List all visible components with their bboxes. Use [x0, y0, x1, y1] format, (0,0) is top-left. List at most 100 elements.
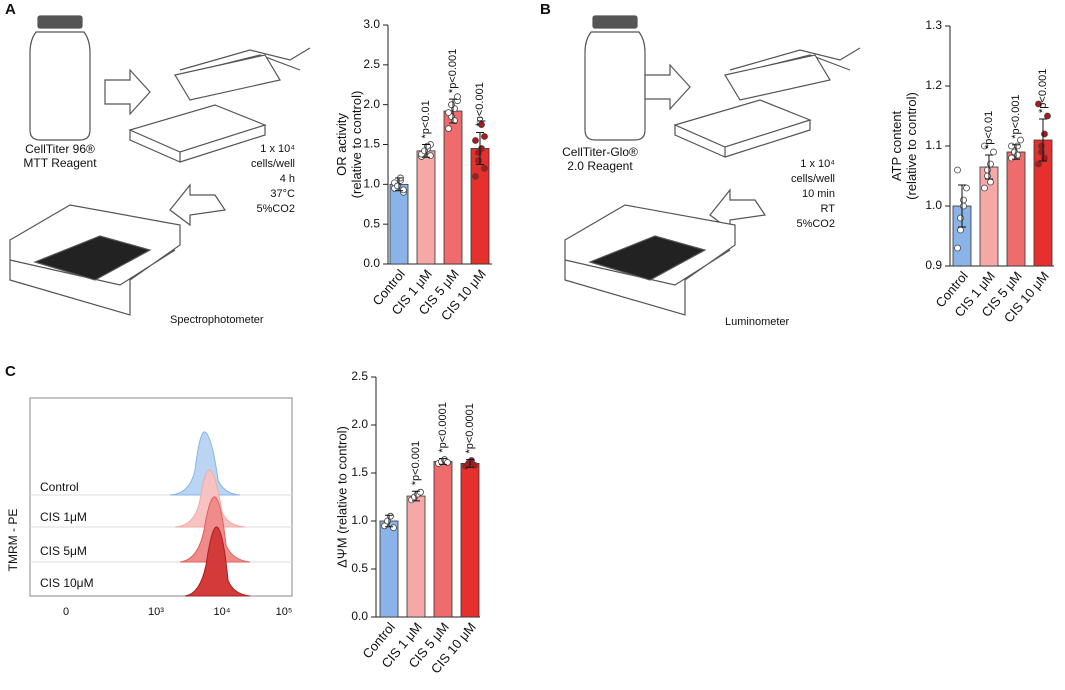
data-point — [481, 133, 488, 140]
y-tick-label: 0.0 — [351, 609, 368, 623]
data-point — [987, 160, 994, 168]
data-point — [1035, 160, 1042, 168]
data-point — [472, 172, 479, 180]
arrow — [644, 63, 691, 111]
condition: 5%CO2 — [256, 203, 295, 215]
diagram-b-text: CellTiter-Glo® 2.0 Reagent 1 x 10⁴ cells… — [562, 145, 835, 328]
data-point — [394, 182, 401, 190]
y-tick-label: 2.0 — [363, 97, 380, 111]
panel-labels: A B C — [5, 1, 551, 380]
condition: RT — [821, 203, 836, 215]
bottle-cap — [37, 15, 83, 29]
y-label: TMRM - PE — [6, 509, 20, 572]
data-point — [1014, 151, 1021, 159]
condition: 5%CO2 — [796, 218, 835, 230]
panel-label: C — [5, 363, 16, 380]
y-label: ATP content — [889, 110, 904, 181]
data-point — [1038, 142, 1045, 150]
annotation: *p<0.001 — [1037, 69, 1049, 113]
x-tick-label: 0 — [63, 606, 69, 618]
y-tick-label: 2.5 — [351, 369, 368, 383]
y-label: OR activity — [334, 113, 349, 176]
row-label: Control — [40, 480, 79, 494]
data-point — [984, 166, 991, 174]
data-point — [1008, 142, 1015, 150]
data-point — [454, 93, 461, 101]
annotation: *p<0.0001 — [437, 402, 449, 452]
y-tick-label: 1.0 — [363, 177, 380, 191]
instrument-label: Spectrophotometer — [170, 314, 264, 326]
condition: cells/well — [251, 158, 295, 170]
y-tick-label: 0.5 — [351, 561, 368, 575]
data-point — [957, 226, 964, 234]
arrow — [104, 68, 151, 116]
row-label: CIS 10μM — [40, 576, 94, 590]
bar — [1006, 151, 1026, 267]
bar — [379, 520, 399, 618]
data-point — [984, 172, 991, 180]
annotation: *p<0.01 — [983, 111, 995, 149]
ridge — [169, 431, 241, 496]
y-tick-label: 1.3 — [925, 18, 942, 32]
annotation: *p<0.001 — [474, 82, 486, 126]
y-label: ΔΨM (relative to control) — [334, 426, 349, 568]
x-tick-label: 10³ — [148, 606, 164, 618]
bar — [389, 183, 409, 265]
spectrophotometer — [9, 204, 181, 316]
instrument-label: Luminometer — [725, 316, 790, 328]
data-point — [1008, 154, 1015, 162]
y-label: (relative to control) — [349, 91, 364, 199]
luminometer — [564, 204, 736, 316]
data-point — [990, 148, 997, 156]
plate — [673, 99, 812, 158]
y-tick-label: 1.5 — [351, 465, 368, 479]
y-tick-label: 2.0 — [351, 417, 368, 431]
data-point — [981, 142, 988, 150]
frame — [29, 397, 293, 597]
data-point — [417, 488, 424, 496]
y-tick-label: 1.0 — [925, 198, 942, 212]
reagent-label: CellTiter-Glo® — [562, 145, 638, 159]
x-tick-label: 10⁴ — [214, 606, 231, 618]
reagent-label: 2.0 Reagent — [567, 159, 633, 173]
ridge — [174, 469, 246, 528]
y-tick-label: 2.5 — [363, 57, 380, 71]
data-point — [445, 125, 452, 132]
plate — [128, 104, 267, 163]
data-point — [475, 149, 482, 156]
data-point — [478, 121, 485, 128]
bottle — [584, 31, 646, 141]
data-point — [960, 202, 967, 210]
data-point — [400, 186, 407, 194]
histogram: Control CIS 1μM CIS 5μM CIS 10μM TMRM - … — [6, 397, 293, 618]
panel-label: B — [540, 1, 551, 18]
data-point — [445, 109, 452, 117]
y-tick-label: 0.9 — [925, 258, 942, 272]
y-tick-label: 1.5 — [363, 137, 380, 151]
condition: 4 h — [280, 173, 295, 185]
data-point — [390, 524, 397, 532]
data-point — [475, 157, 482, 164]
pipette-head — [724, 54, 831, 101]
y-tick-label: 3.0 — [363, 17, 380, 31]
data-point — [1017, 136, 1024, 144]
row-label: CIS 5μM — [40, 544, 87, 558]
data-point — [987, 178, 994, 186]
bottle — [29, 31, 91, 141]
pipette-head — [174, 54, 281, 101]
arrow — [169, 183, 227, 227]
bar — [460, 462, 480, 618]
y-tick-label: 1.0 — [351, 513, 368, 527]
data-point — [387, 512, 394, 520]
y-tick-label: 0.5 — [363, 216, 380, 230]
data-point — [481, 164, 488, 172]
condition: 10 min — [802, 188, 835, 200]
annotation: *p<0.001 — [410, 441, 422, 485]
bar — [443, 110, 463, 265]
panel-label: A — [5, 1, 16, 18]
data-point — [472, 137, 479, 144]
condition: 37°C — [270, 188, 295, 200]
y-tick-label: 0.0 — [363, 256, 380, 270]
bar — [406, 495, 426, 618]
tray — [588, 235, 707, 281]
